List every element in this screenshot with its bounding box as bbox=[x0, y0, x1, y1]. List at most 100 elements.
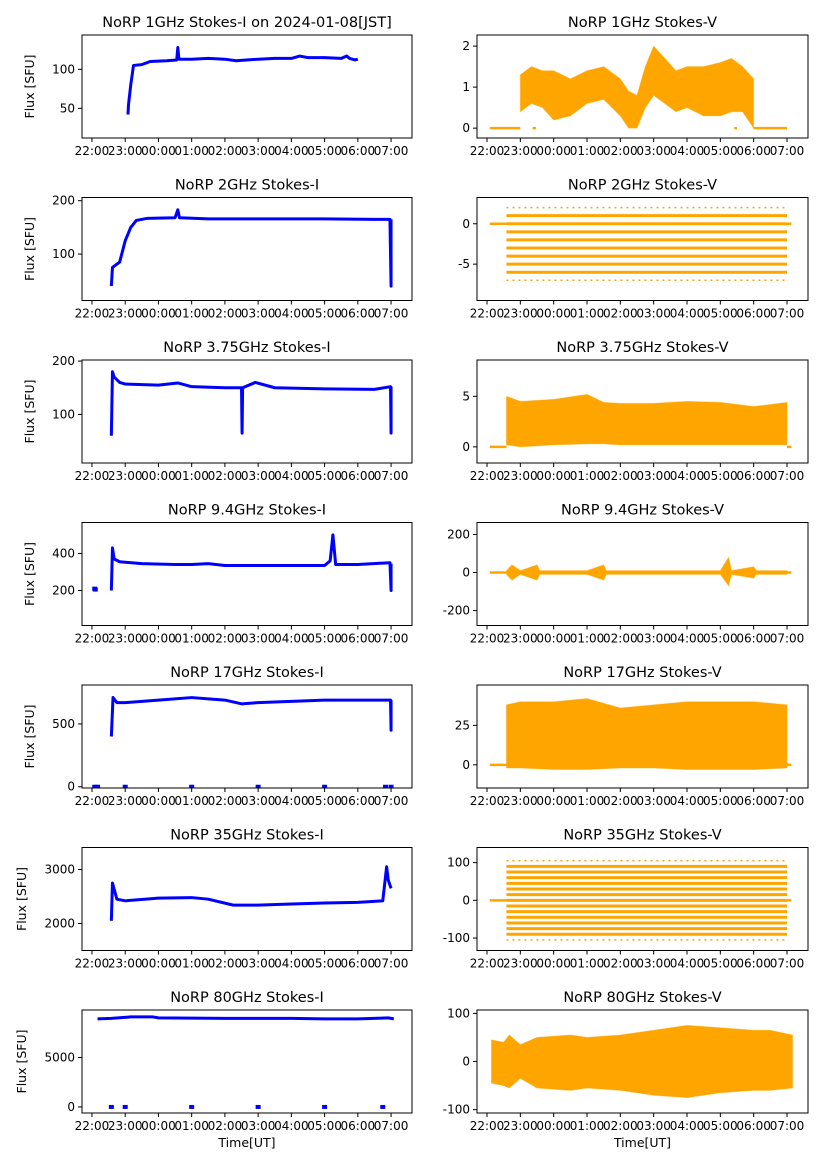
y-tick-label: 200 bbox=[52, 354, 75, 368]
subplot-14: 22:0023:0000:0001:0002:0003:0004:0005:00… bbox=[443, 990, 809, 1150]
x-tick-label: 07:00 bbox=[374, 632, 409, 646]
subplot-title: NoRP 3.75GHz Stokes-I bbox=[163, 340, 330, 356]
x-tick-label: 06:00 bbox=[736, 144, 771, 158]
x-tick-label: 01:00 bbox=[570, 469, 605, 483]
plot-area bbox=[97, 1015, 395, 1109]
x-tick-label: 01:00 bbox=[570, 632, 605, 646]
data-line bbox=[109, 370, 393, 436]
data-point bbox=[380, 1104, 386, 1109]
x-tick-label: 04:00 bbox=[274, 469, 309, 483]
subplot-2: 22:0023:0000:0001:0002:0003:0004:0005:00… bbox=[462, 15, 809, 158]
subplot-title: NoRP 2GHz Stokes-I bbox=[175, 178, 319, 194]
data-point bbox=[92, 587, 98, 592]
y-axis-label: Flux [SFU] bbox=[22, 705, 37, 769]
x-tick-label: 01:00 bbox=[174, 794, 209, 808]
x-tick-label: 05:00 bbox=[307, 144, 342, 158]
y-tick-label: 3000 bbox=[44, 862, 75, 876]
x-tick-label: 02:00 bbox=[208, 1119, 243, 1133]
plot-area bbox=[109, 370, 393, 436]
y-tick-label: 400 bbox=[52, 546, 75, 560]
subplot-title: NoRP 80GHz Stokes-I bbox=[170, 990, 324, 1006]
subplot-11: 22:0023:0000:0001:0002:0003:0004:0005:00… bbox=[14, 828, 413, 971]
y-tick-label: 0 bbox=[462, 440, 470, 454]
x-tick-label: 07:00 bbox=[770, 144, 805, 158]
y-tick-label: 2000 bbox=[44, 916, 75, 930]
data-line bbox=[109, 533, 393, 592]
y-tick-label: 1 bbox=[462, 80, 470, 94]
subplot-title: NoRP 2GHz Stokes-V bbox=[568, 178, 717, 194]
subplot-title: NoRP 3.75GHz Stokes-V bbox=[556, 340, 728, 356]
x-tick-label: 23:00 bbox=[503, 794, 538, 808]
x-tick-label: 22:00 bbox=[75, 957, 110, 971]
x-tick-label: 00:00 bbox=[141, 144, 176, 158]
data-point bbox=[92, 784, 98, 788]
x-tick-label: 03:00 bbox=[241, 957, 276, 971]
x-tick-label: 04:00 bbox=[670, 794, 705, 808]
x-tick-label: 06:00 bbox=[341, 632, 376, 646]
x-tick-label: 06:00 bbox=[736, 469, 771, 483]
x-tick-label: 01:00 bbox=[570, 794, 605, 808]
x-tick-label: 02:00 bbox=[603, 469, 638, 483]
x-tick-label: 04:00 bbox=[670, 307, 705, 321]
y-axis-label: Flux [SFU] bbox=[22, 542, 37, 606]
x-tick-label: 00:00 bbox=[141, 794, 176, 808]
x-tick-label: 03:00 bbox=[241, 144, 276, 158]
x-tick-label: 06:00 bbox=[736, 632, 771, 646]
data-point bbox=[122, 784, 128, 788]
x-tick-label: 05:00 bbox=[703, 632, 738, 646]
y-tick-label: 5 bbox=[462, 389, 470, 403]
x-tick-label: 03:00 bbox=[636, 1119, 671, 1133]
x-tick-label: 00:00 bbox=[536, 794, 571, 808]
axes-frame bbox=[476, 847, 809, 951]
x-tick-label: 23:00 bbox=[503, 307, 538, 321]
data-band bbox=[490, 1024, 794, 1099]
x-tick-label: 01:00 bbox=[174, 1119, 209, 1133]
x-tick-label: 03:00 bbox=[636, 632, 671, 646]
x-tick-label: 04:00 bbox=[274, 794, 309, 808]
x-tick-label: 22:00 bbox=[75, 1119, 110, 1133]
y-tick-label: 0 bbox=[462, 893, 470, 907]
x-tick-label: 05:00 bbox=[307, 957, 342, 971]
x-tick-label: 06:00 bbox=[341, 469, 376, 483]
x-tick-label: 03:00 bbox=[241, 1119, 276, 1133]
x-tick-label: 23:00 bbox=[503, 144, 538, 158]
x-tick-label: 00:00 bbox=[536, 957, 571, 971]
x-tick-label: 05:00 bbox=[703, 957, 738, 971]
x-tick-label: 01:00 bbox=[174, 144, 209, 158]
x-tick-label: 00:00 bbox=[141, 307, 176, 321]
x-tick-label: 00:00 bbox=[536, 307, 571, 321]
subplot-title: NoRP 35GHz Stokes-I bbox=[170, 828, 324, 844]
y-tick-label: 0 bbox=[67, 1100, 75, 1114]
x-tick-label: 01:00 bbox=[174, 469, 209, 483]
x-tick-label: 23:00 bbox=[108, 469, 143, 483]
axes-frame bbox=[81, 522, 413, 626]
x-tick-label: 03:00 bbox=[241, 469, 276, 483]
y-tick-label: 500 bbox=[52, 717, 75, 731]
y-tick-label: 0 bbox=[462, 217, 470, 231]
data-band bbox=[519, 45, 755, 130]
x-tick-label: 02:00 bbox=[603, 1119, 638, 1133]
x-tick-label: 05:00 bbox=[307, 1119, 342, 1133]
x-tick-label: 06:00 bbox=[341, 1119, 376, 1133]
x-tick-label: 22:00 bbox=[75, 632, 110, 646]
plot-area bbox=[109, 208, 393, 288]
x-tick-label: 23:00 bbox=[108, 307, 143, 321]
x-tick-label: 02:00 bbox=[603, 144, 638, 158]
x-tick-label: 01:00 bbox=[570, 1119, 605, 1133]
x-tick-label: 02:00 bbox=[208, 957, 243, 971]
x-tick-label: 07:00 bbox=[374, 144, 409, 158]
subplot-12: 22:0023:0000:0001:0002:0003:0004:0005:00… bbox=[443, 828, 809, 971]
data-point bbox=[122, 1104, 128, 1109]
subplot-title: NoRP 35GHz Stokes-V bbox=[563, 828, 721, 844]
x-tick-label: 04:00 bbox=[274, 307, 309, 321]
x-tick-label: 05:00 bbox=[703, 307, 738, 321]
data-point bbox=[108, 1104, 114, 1109]
y-tick-label: -100 bbox=[443, 1103, 470, 1117]
subplot-title: NoRP 17GHz Stokes-I bbox=[170, 665, 324, 681]
axes-frame bbox=[476, 359, 809, 464]
x-tick-label: 02:00 bbox=[208, 307, 243, 321]
y-axis-label: Flux [SFU] bbox=[14, 867, 29, 931]
data-point bbox=[383, 784, 389, 788]
axes-frame bbox=[81, 197, 413, 301]
